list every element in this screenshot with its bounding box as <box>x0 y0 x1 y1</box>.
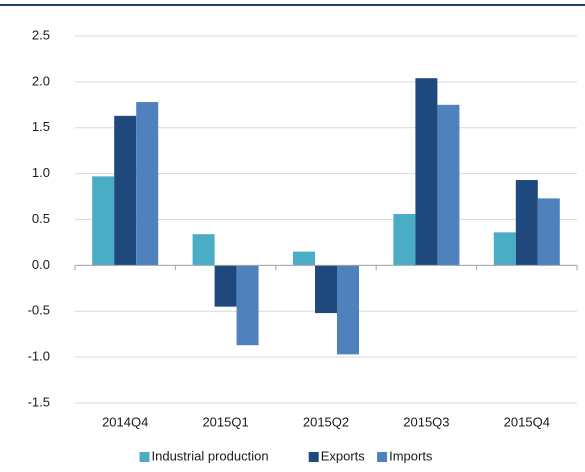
x-tick-label: 2015Q3 <box>403 414 449 429</box>
x-tick-label: 2015Q1 <box>202 414 248 429</box>
y-tick-label: -1.0 <box>28 349 50 364</box>
bar <box>515 180 538 266</box>
y-tick-label: 2.5 <box>32 27 50 42</box>
y-tick-label: 0.0 <box>32 257 50 272</box>
legend-label: Exports <box>321 448 366 463</box>
bar <box>315 265 337 314</box>
y-tick-label: 1.0 <box>32 165 50 180</box>
x-tick-label: 2015Q2 <box>303 414 349 429</box>
bar <box>136 102 159 266</box>
bar <box>393 213 416 266</box>
bar <box>493 232 516 266</box>
legend-swatch <box>308 452 319 462</box>
legend-swatch <box>377 452 388 462</box>
bar <box>537 198 560 266</box>
legend-label: Imports <box>389 448 433 463</box>
y-tick-label: 2.0 <box>32 73 50 88</box>
legend-label: Industrial production <box>152 448 269 463</box>
x-tick-label: 2014Q4 <box>102 414 148 429</box>
bar <box>293 251 315 266</box>
bar <box>437 104 460 266</box>
y-tick-label: 1.5 <box>32 119 50 134</box>
bar <box>92 176 115 266</box>
bar <box>236 265 259 346</box>
legend-swatch <box>139 452 150 462</box>
bar <box>114 115 137 266</box>
bar <box>214 265 237 307</box>
x-tick-label: 2015Q4 <box>504 414 550 429</box>
bar <box>192 234 215 266</box>
y-tick-label: 0.5 <box>32 211 50 226</box>
bar <box>415 78 438 266</box>
y-tick-label: -1.5 <box>28 394 50 409</box>
y-tick-label: -0.5 <box>28 303 50 318</box>
bar <box>337 265 359 355</box>
